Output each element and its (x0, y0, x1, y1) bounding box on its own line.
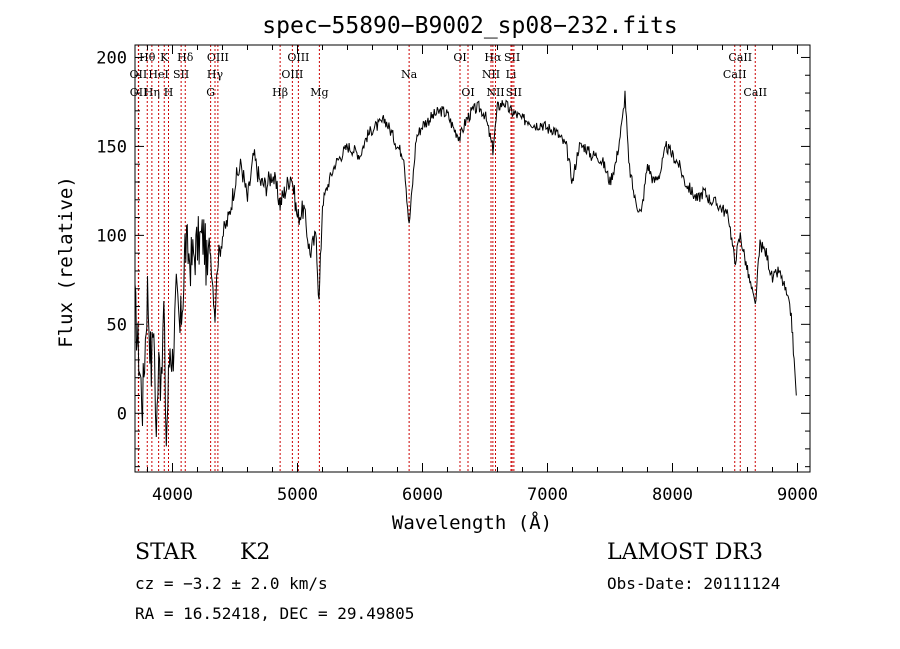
y-tick-label: 150 (96, 137, 127, 157)
object-class: STAR (135, 540, 196, 565)
line-marker-label: NII (482, 68, 500, 81)
line-marker-label: Li (506, 68, 517, 81)
line-marker-label: OII (130, 86, 148, 99)
y-axis-label: Flux (relative) (55, 176, 77, 348)
line-marker-label: H (164, 86, 174, 99)
line-marker-label: Hδ (177, 51, 194, 64)
line-marker-label: Hβ (272, 86, 288, 99)
flux-series-line (134, 90, 797, 447)
line-marker-label: SII (173, 68, 189, 81)
y-tick-label: 50 (107, 315, 127, 335)
x-tick-label: 8000 (652, 485, 693, 505)
chart-title: spec−55890−B9002_sp08−232.fits (262, 13, 677, 39)
y-tick-label: 200 (96, 48, 127, 68)
object-subclass: K2 (240, 540, 271, 565)
plot-frame (134, 44, 811, 473)
x-tick-label: 4000 (152, 485, 193, 505)
y-tick-label: 100 (96, 226, 127, 246)
line-marker-label: CaII (723, 68, 747, 81)
line-marker-label: Hγ (207, 68, 224, 81)
x-axis-label: Wavelength (Å) (392, 511, 552, 534)
line-marker-label: OIII (281, 68, 303, 81)
observation-date: Obs-Date: 20111124 (607, 574, 781, 593)
line-marker-label: OI (461, 86, 474, 99)
x-tick-label: 6000 (402, 485, 443, 505)
line-marker-label: G (206, 86, 215, 99)
line-marker-label: Hη (144, 86, 160, 99)
spectrum-series (134, 90, 797, 447)
survey-name: LAMOST DR3 (607, 540, 763, 565)
line-marker-label: CaII (743, 86, 767, 99)
coordinates: RA = 16.52418, DEC = 29.49805 (135, 604, 415, 623)
line-marker-label: K (160, 51, 169, 64)
x-tick-label: 9000 (777, 485, 818, 505)
line-marker-label: NII (486, 86, 504, 99)
line-marker-label: Mg (310, 86, 328, 99)
line-marker-label: OIII (207, 51, 229, 64)
line-marker-label: SII (506, 86, 522, 99)
line-marker-label: CaII (728, 51, 752, 64)
line-marker-label: OI (453, 51, 466, 64)
y-tick-label: 0 (117, 404, 127, 424)
line-marker-label: Na (401, 68, 418, 81)
redshift-velocity: cz = −3.2 ± 2.0 km/s (135, 574, 328, 593)
line-marker-label: OIII (287, 51, 309, 64)
axes: 4000 5000 6000 7000 8000 9000 0 50 100 150 200 (96, 45, 818, 505)
x-tick-label: 5000 (277, 485, 318, 505)
line-marker-label: SII (504, 51, 520, 64)
x-tick-label: 7000 (527, 485, 568, 505)
line-marker-label: HeI (148, 68, 168, 81)
line-marker-label: Hα (484, 51, 502, 64)
